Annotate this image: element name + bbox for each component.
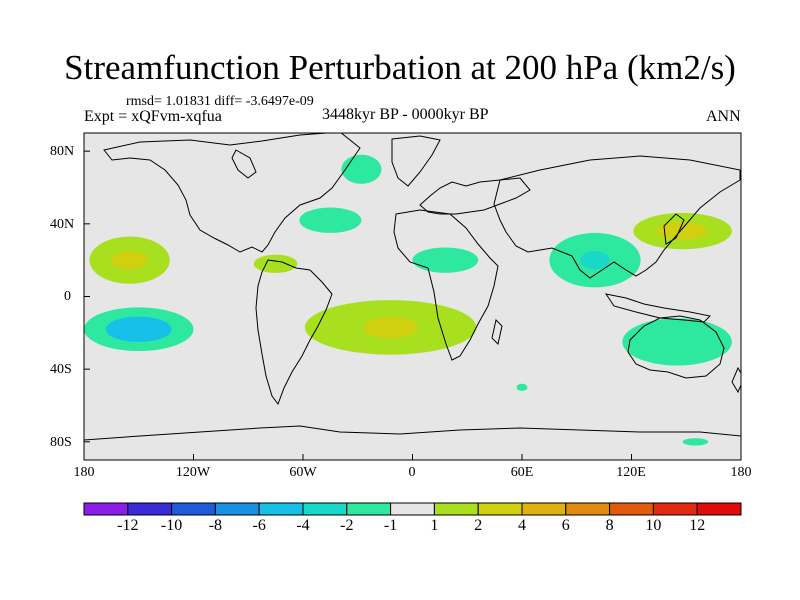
coast-south-america	[255, 259, 333, 406]
colorbar-label: -1	[383, 517, 398, 534]
anomaly-core-asia-negative	[580, 251, 610, 270]
colorbar-swatch	[433, 502, 479, 516]
colorbar-label: -12	[117, 517, 139, 534]
anomaly-core-japan-positive	[657, 222, 709, 241]
colorbar-label: 2	[474, 517, 483, 534]
anomaly-layer	[84, 154, 732, 446]
colorbar-swatch	[609, 502, 654, 516]
colorbar-label: -2	[340, 517, 354, 534]
lon-label-120w: 120W	[175, 465, 211, 480]
colorbar-swatch	[258, 502, 304, 516]
season-label: ANN	[706, 108, 741, 125]
coast-japan	[663, 213, 685, 245]
anomaly-north-atlantic-negative	[299, 207, 362, 233]
anomaly-caribbean-positive	[253, 254, 298, 273]
colorbar-label: -10	[160, 517, 183, 534]
colorbar-label: -8	[208, 517, 223, 534]
map-background	[84, 133, 741, 460]
colorbar-label: 10	[645, 517, 662, 534]
period-label: 3448kyr BP - 0000kyr BP	[322, 106, 489, 123]
lon-label-0: 0	[408, 465, 416, 480]
page-title: Streamfunction Perturbation at 200 hPa (…	[64, 48, 736, 87]
lon-label-180e: 180	[730, 465, 752, 480]
stats-line: rmsd= 1.01831 diff= -3.6497e-09	[126, 94, 314, 109]
lat-label-eq: 0	[64, 289, 71, 304]
colorbar-swatch	[477, 502, 523, 516]
anomaly-south-indian-negative	[516, 383, 528, 391]
lat-label-80s: 80S	[50, 435, 72, 450]
colorbar-label: -6	[252, 517, 266, 534]
colorbar-swatch	[83, 502, 129, 516]
colorbar-label: 6	[561, 517, 570, 534]
anomaly-core-south-pacific-negative	[105, 316, 172, 342]
lon-label-60e: 60E	[510, 465, 534, 480]
colorbar-swatch	[390, 502, 435, 516]
anomaly-southern-pacific-negative	[682, 438, 709, 446]
coastlines	[84, 133, 741, 441]
anomaly-core-south-atlantic-positive	[363, 316, 418, 339]
lat-label-80n: 80N	[50, 144, 75, 159]
colorbar	[83, 502, 742, 516]
lon-label-180w: 180	[73, 465, 95, 480]
coast-new-zealand	[731, 366, 741, 394]
coast-australia	[627, 315, 725, 379]
colorbar-swatch	[652, 502, 698, 516]
coast-asia	[493, 155, 741, 279]
colorbar-label: 12	[689, 517, 706, 534]
colorbar-swatch	[214, 502, 260, 516]
colorbar-swatch	[346, 502, 392, 516]
experiment-label: Expt = xQFvm-xqfua	[84, 108, 222, 125]
colorbar-swatch	[565, 502, 611, 516]
axis-ticks	[83, 150, 742, 460]
coast-madagascar	[491, 319, 503, 345]
coast-africa	[393, 209, 499, 361]
lat-label-40s: 40S	[50, 362, 72, 377]
colorbar-swatch	[696, 502, 742, 516]
colorbar-swatch	[302, 502, 348, 516]
coast-hudson-bay	[231, 149, 257, 179]
anomaly-australia-negative	[622, 318, 732, 366]
lon-label-120e: 120E	[616, 465, 646, 480]
colorbar-swatch	[127, 502, 173, 516]
anomaly-sahara-negative	[412, 247, 479, 273]
colorbar-label: 4	[518, 517, 526, 534]
coast-greenland	[391, 135, 441, 187]
coast-north-america	[103, 133, 361, 253]
coast-antarctica	[84, 425, 741, 441]
lat-label-40n: 40N	[50, 217, 75, 232]
colorbar-swatch	[521, 502, 567, 516]
anomaly-greenland-negative	[341, 154, 382, 184]
lon-label-60w: 60W	[289, 465, 317, 480]
colorbar-label: -4	[296, 517, 310, 534]
coast-indonesia	[604, 293, 712, 323]
colorbar-label: 8	[605, 517, 614, 534]
colorbar-label: 1	[430, 517, 439, 534]
anomaly-core-north-pacific-positive	[111, 251, 148, 270]
colorbar-swatch	[171, 502, 216, 516]
